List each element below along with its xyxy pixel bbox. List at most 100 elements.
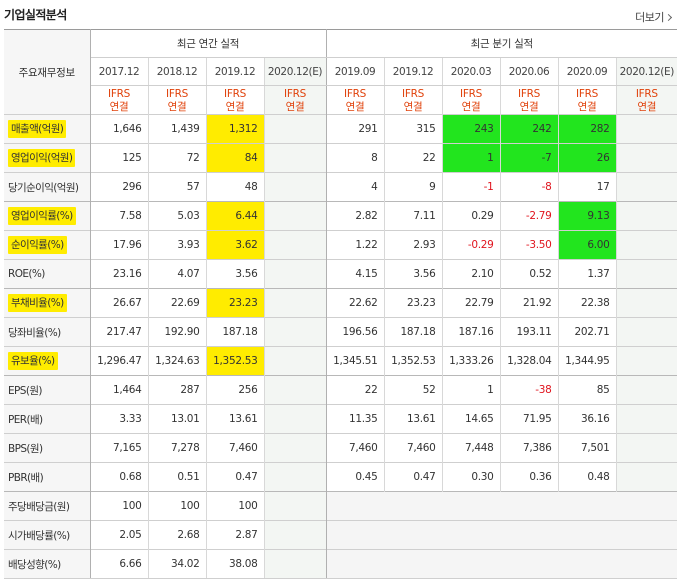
table-row: 배당성향(%) 6.66 34.02 38.08 [4,549,678,579]
table-row: 시가배당률(%) 2.05 2.68 2.87 [4,520,678,550]
quarter-period-header: 2019.12 [384,57,443,86]
annual-value-cell: 1,296.47 [90,346,149,376]
annual-value-cell: 0.68 [90,462,149,492]
quarter-value-cell [616,317,678,347]
annual-period-header: 2019.12 [206,57,265,86]
quarter-value-cell: 22 [384,143,443,173]
row-label-cell: 부채비율(%) [4,288,91,318]
quarter-value: 26 [596,152,610,164]
quarter-value-cell: 193.11 [500,317,559,347]
annual-value-cell [264,404,327,434]
quarter-value: 196.56 [342,326,378,338]
ifrs-top-label: IFRS [402,87,424,100]
annual-value-cell: 2.05 [90,520,149,550]
table-row: 당좌비율(%) 217.47 192.90 187.18 196.56 187.18 187… [4,317,678,347]
quarter-value: 0.36 [529,471,552,483]
quarter-value-cell: 7,386 [500,433,559,463]
annual-value: 3.33 [119,413,142,425]
quarter-value: 85 [596,384,610,396]
quarter-value: 22.38 [580,297,610,309]
annual-value-cell [264,114,327,144]
table-row: 순이익률(%) 17.96 3.93 3.62 1.22 2.93 -0.29 -3.50 6.… [4,230,678,260]
period-header-row: 2017.12 2018.12 2019.12 2020.12(E) 2019.09 20… [4,57,678,86]
annual-value-cell [264,520,327,550]
quarter-value-cell: 4 [326,172,385,202]
annual-value-cell [264,346,327,376]
quarter-value: 23.23 [406,297,436,309]
annual-value: 6.66 [119,558,142,570]
ifrs-label: IFRS 연결 [264,85,327,115]
annual-value: 256 [238,384,258,396]
row-label-cell: 영업이익률(%) [4,201,91,231]
ifrs-bottom-label: 연결 [345,100,365,113]
table-row: 매출액(억원) 1,646 1,439 1,312 291 315 243 242 282 [4,114,678,144]
row-label-cell: 순이익률(%) [4,230,91,260]
ifrs-label: IFRS 연결 [384,85,443,115]
annual-value-cell: 2.87 [206,520,265,550]
ifrs-label: IFRS 연결 [148,85,207,115]
quarter-value-cell [442,549,500,579]
row-label: 매출액(억원) [8,120,67,138]
annual-value: 0.47 [235,471,258,483]
row-label: 순이익률(%) [8,236,67,254]
annual-value: 7,278 [170,442,200,454]
quarter-value-cell: 1,344.95 [558,346,617,376]
quarter-group-header: 최근 분기 실적 [326,29,678,58]
table-row: 주당배당금(원) 100 100 100 [4,491,678,521]
quarter-value: 193.11 [516,326,552,338]
quarter-value: 242 [532,123,552,135]
table-body: 매출액(억원) 1,646 1,439 1,312 291 315 243 242 282 영업이… [4,114,678,579]
annual-value-cell: 100 [90,491,149,521]
quarter-value: 0.29 [471,210,494,222]
annual-value: 1,296.47 [97,355,142,367]
quarter-value-cell [616,520,678,550]
annual-value-cell: 192.90 [148,317,207,347]
quarter-period-header: 2020.06 [500,57,559,86]
quarter-value: 7,448 [464,442,494,454]
quarter-value-cell: 1.37 [558,259,617,289]
annual-value-cell [264,375,327,405]
ifrs-label: IFRS 연결 [616,85,678,115]
annual-value-cell [264,549,327,579]
annual-value: 22.69 [170,297,200,309]
annual-value-cell: 23.23 [206,288,265,318]
table-row: EPS(원) 1,464 287 256 22 52 1 -38 85 [4,375,678,405]
annual-value-cell: 48 [206,172,265,202]
row-label: PER(배) [8,413,43,426]
annual-value-cell: 1,324.63 [148,346,207,376]
row-label: ROE(%) [8,268,45,280]
quarter-value-cell: 7.11 [384,201,443,231]
annual-value-cell: 7,460 [206,433,265,463]
quarter-value-cell: 11.35 [326,404,385,434]
ifrs-bottom-label: 연결 [461,100,481,113]
quarter-value: 7,386 [522,442,552,454]
quarter-value: 17 [596,181,610,193]
row-label: 주당배당금(원) [8,500,70,513]
annual-value-cell [264,201,327,231]
annual-value: 0.68 [119,471,142,483]
quarter-value-cell [616,230,678,260]
quarter-value: -38 [535,384,552,396]
table-row: 영업이익(억원) 125 72 84 8 22 1 -7 26 [4,143,678,173]
quarter-value: 22 [364,384,378,396]
annual-value-cell: 3.56 [206,259,265,289]
quarter-value: -1 [483,181,494,193]
quarter-value-cell: 242 [500,114,559,144]
annual-value: 6.44 [235,210,258,222]
quarter-value: 9.13 [587,210,610,222]
quarter-value: 187.18 [400,326,436,338]
annual-value-cell [264,288,327,318]
quarter-period-header: 2019.09 [326,57,385,86]
ifrs-bottom-label: 연결 [577,100,597,113]
more-link[interactable]: 더보기 [635,9,673,25]
quarter-value-cell: 187.18 [384,317,443,347]
annual-value: 13.01 [170,413,200,425]
annual-value: 38.08 [228,558,258,570]
quarter-value: 0.47 [413,471,436,483]
quarter-value-cell [558,520,616,550]
quarter-value-cell: 0.47 [384,462,443,492]
row-label-cell: 당기순이익(억원) [4,172,91,202]
quarter-value-cell: 0.29 [442,201,501,231]
chevron-right-icon [664,13,673,22]
annual-value-cell: 23.16 [90,259,149,289]
